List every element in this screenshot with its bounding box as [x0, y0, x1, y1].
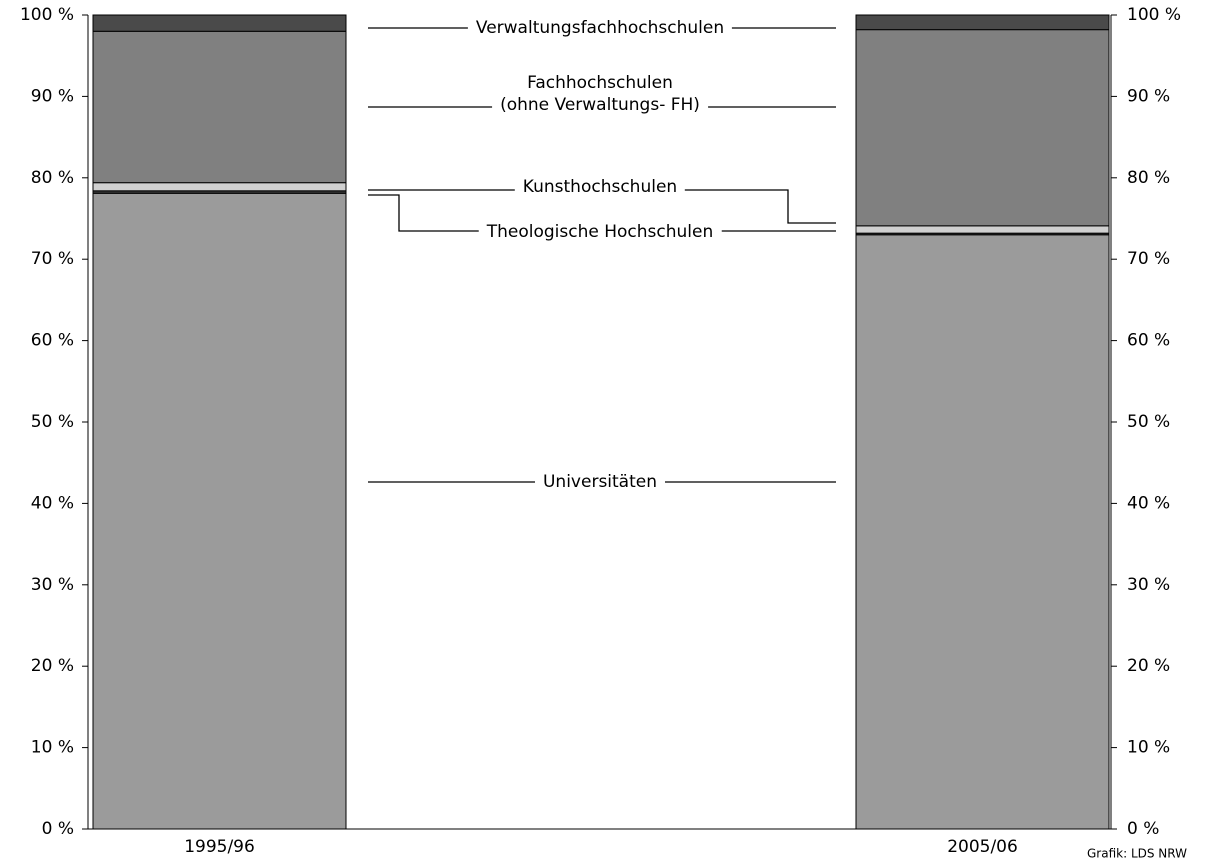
y-tick-label: 90 % — [31, 86, 74, 106]
bar-segment — [855, 234, 1110, 830]
y-tick-label: 0 % — [42, 819, 74, 839]
y-tick-label: 90 % — [1127, 86, 1170, 106]
bar-segment — [92, 182, 347, 192]
y-tick-label: 0 % — [1127, 819, 1159, 839]
bar-segment — [92, 30, 347, 184]
x-tick-label: 2005/06 — [947, 837, 1018, 857]
y-tick-label: 10 % — [31, 738, 74, 758]
series-label: Universitäten — [534, 471, 666, 493]
bar-segment — [855, 14, 1110, 31]
y-tick-label: 80 % — [31, 168, 74, 188]
y-tick-label: 60 % — [31, 331, 74, 351]
y-tick-label: 70 % — [31, 249, 74, 269]
series-label: Fachhochschulen (ohne Verwaltungs- FH) — [492, 72, 708, 116]
y-tick-label: 10 % — [1127, 738, 1170, 758]
bar-segment — [855, 225, 1110, 234]
y-tick-label: 100 % — [20, 5, 74, 25]
y-tick-label: 50 % — [1127, 412, 1170, 432]
y-tick-label: 40 % — [1127, 493, 1170, 513]
series-label: Kunsthochschulen — [514, 176, 686, 198]
series-label: Theologische Hochschulen — [478, 221, 722, 243]
y-tick-label: 20 % — [1127, 656, 1170, 676]
y-tick-label: 30 % — [31, 575, 74, 595]
y-tick-label: 70 % — [1127, 249, 1170, 269]
x-tick-label: 1995/96 — [184, 837, 255, 857]
y-tick-label: 100 % — [1127, 5, 1181, 25]
bar-segment — [92, 192, 347, 830]
bar-segment — [855, 29, 1110, 227]
y-tick-label: 60 % — [1127, 331, 1170, 351]
y-tick-label: 30 % — [1127, 575, 1170, 595]
source: Grafik: LDS NRW — [1087, 847, 1187, 858]
y-tick-label: 80 % — [1127, 168, 1170, 188]
series-label: Verwaltungsfachhochschulen — [467, 17, 733, 39]
y-tick-label: 20 % — [31, 656, 74, 676]
bar-segment — [92, 14, 347, 32]
y-tick-label: 50 % — [31, 412, 74, 432]
y-tick-label: 40 % — [31, 493, 74, 513]
